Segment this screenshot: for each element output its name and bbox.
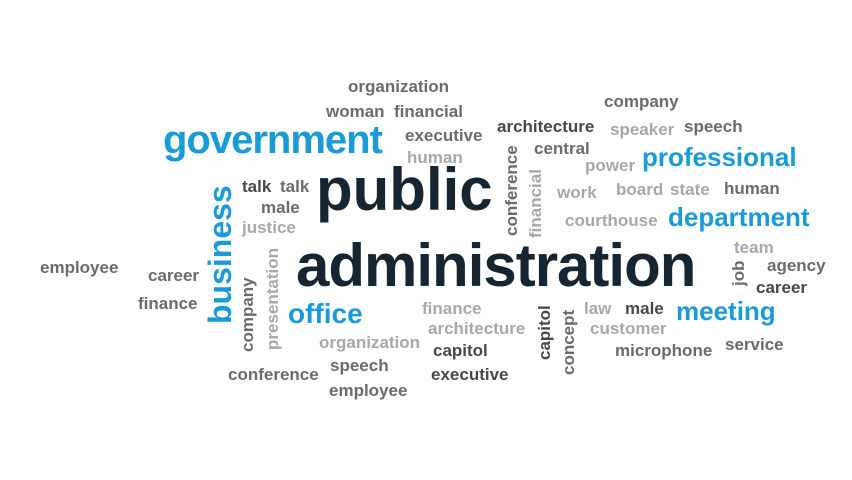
word-organization-top: organization <box>348 77 450 96</box>
word-career-left: career <box>148 266 200 285</box>
word-woman: woman <box>326 102 385 121</box>
word-business: business <box>202 185 238 324</box>
word-service: service <box>725 335 784 354</box>
word-administration: administration <box>296 232 696 299</box>
word-courthouse: courthouse <box>565 211 658 230</box>
word-office: office <box>288 298 363 329</box>
word-human-left: human <box>407 148 463 167</box>
word-work: work <box>557 183 597 202</box>
word-speaker: speaker <box>610 120 675 139</box>
word-conference-bottom: conference <box>228 365 319 384</box>
word-finance-mid: finance <box>422 299 482 318</box>
word-agency: agency <box>767 256 826 275</box>
word-central: central <box>534 139 590 158</box>
word-public: public <box>316 156 493 223</box>
word-employee-bottom: employee <box>329 381 408 400</box>
word-company-top: company <box>604 92 679 111</box>
word-executive-top: executive <box>405 126 483 145</box>
word-conference-vertical: conference <box>502 145 521 236</box>
word-department: department <box>668 202 810 232</box>
word-financial-top: financial <box>394 102 463 121</box>
word-financial-vertical: financial <box>526 169 545 238</box>
word-employee-left: employee <box>40 258 119 277</box>
word-male-right: male <box>625 299 664 318</box>
word-law: law <box>584 299 612 318</box>
word-company-vertical: company <box>238 277 257 352</box>
word-presentation-vertical: presentation <box>263 247 282 350</box>
word-team: team <box>734 238 774 257</box>
word-speech-bottom: speech <box>330 356 389 375</box>
word-microphone: microphone <box>615 341 713 360</box>
word-architecture-bottom: architecture <box>428 319 526 338</box>
word-organization-bottom: organization <box>319 333 421 352</box>
word-capitol-vertical: capitol <box>535 305 554 360</box>
word-professional: professional <box>642 142 797 172</box>
word-career-right: career <box>756 278 808 297</box>
word-finance-left: finance <box>138 294 198 313</box>
word-state: state <box>670 180 710 199</box>
word-speech-top: speech <box>684 117 743 136</box>
word-board: board <box>616 180 664 199</box>
word-meeting: meeting <box>676 296 776 326</box>
word-government: government <box>163 118 383 162</box>
word-customer: customer <box>590 319 667 338</box>
word-job-vertical: job <box>729 260 748 287</box>
word-male-left: male <box>261 198 300 217</box>
word-executive-bottom: executive <box>431 365 509 384</box>
word-talk-1: talk <box>242 177 272 196</box>
word-human-right: human <box>724 179 780 198</box>
word-justice: justice <box>242 218 296 237</box>
word-power: power <box>585 156 636 175</box>
word-concept-vertical: concept <box>559 309 578 375</box>
word-architecture-top: architecture <box>497 117 595 136</box>
word-talk-2: talk <box>280 177 310 196</box>
word-capitol-bottom: capitol <box>433 341 488 360</box>
